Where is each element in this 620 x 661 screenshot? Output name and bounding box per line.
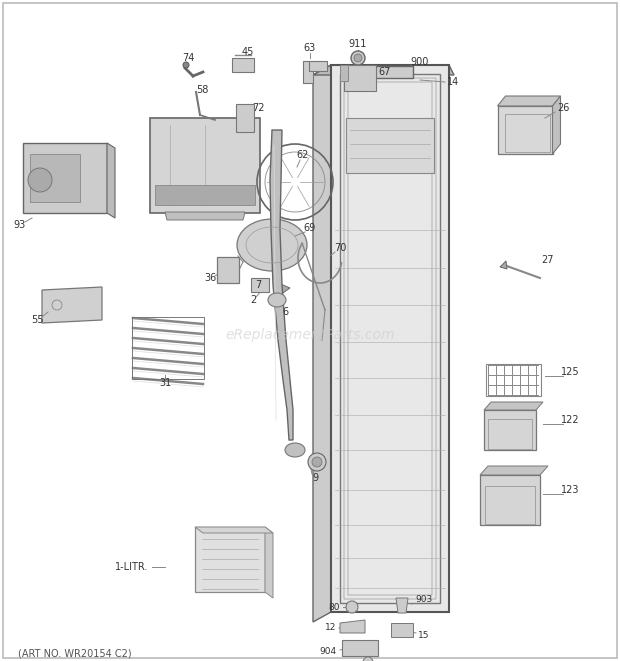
- Text: (ART NO. WR20154 C2): (ART NO. WR20154 C2): [18, 648, 131, 658]
- Text: 36: 36: [204, 273, 216, 283]
- Polygon shape: [195, 527, 273, 533]
- Circle shape: [346, 601, 358, 613]
- Polygon shape: [396, 598, 408, 613]
- Text: 12: 12: [325, 623, 336, 633]
- Polygon shape: [276, 282, 290, 295]
- Polygon shape: [270, 130, 293, 440]
- Bar: [391, 623, 413, 637]
- Text: 27: 27: [542, 255, 554, 265]
- Bar: [346, 118, 434, 173]
- Bar: [30, 154, 80, 202]
- Circle shape: [308, 453, 326, 471]
- Bar: [155, 185, 255, 205]
- Text: 900: 900: [411, 57, 429, 67]
- Bar: [485, 364, 541, 396]
- Text: 93: 93: [14, 220, 26, 230]
- Bar: [232, 58, 254, 72]
- Text: 58: 58: [196, 85, 208, 95]
- Text: 80: 80: [329, 602, 340, 611]
- Circle shape: [312, 457, 322, 467]
- Polygon shape: [265, 527, 273, 598]
- Circle shape: [351, 51, 365, 65]
- Text: 63: 63: [304, 43, 316, 53]
- Polygon shape: [484, 402, 543, 410]
- Bar: [150, 118, 260, 212]
- Bar: [344, 65, 376, 91]
- Bar: [368, 66, 412, 78]
- Text: 70: 70: [334, 243, 346, 253]
- Bar: [132, 317, 204, 379]
- Polygon shape: [552, 96, 560, 154]
- Text: 14: 14: [447, 77, 459, 87]
- Bar: [340, 65, 348, 81]
- Text: 45: 45: [242, 47, 254, 57]
- Bar: [217, 257, 239, 283]
- Text: 31: 31: [159, 378, 171, 388]
- Ellipse shape: [237, 219, 307, 271]
- Text: 67: 67: [379, 67, 391, 77]
- Bar: [195, 527, 265, 592]
- Circle shape: [28, 168, 52, 192]
- Text: 7: 7: [255, 280, 261, 290]
- Text: 911: 911: [349, 39, 367, 49]
- Bar: [331, 65, 449, 612]
- Bar: [340, 74, 440, 603]
- Ellipse shape: [268, 293, 286, 307]
- Circle shape: [354, 54, 362, 62]
- Text: 903: 903: [415, 596, 432, 605]
- Polygon shape: [313, 65, 331, 622]
- Circle shape: [183, 62, 189, 68]
- Polygon shape: [313, 65, 454, 75]
- Bar: [488, 419, 532, 449]
- Text: 55: 55: [31, 315, 43, 325]
- Bar: [505, 114, 549, 152]
- Bar: [309, 61, 327, 71]
- Text: 123: 123: [560, 485, 579, 495]
- Bar: [236, 104, 254, 132]
- Bar: [303, 61, 313, 83]
- FancyBboxPatch shape: [3, 3, 617, 658]
- Polygon shape: [500, 261, 507, 269]
- Ellipse shape: [285, 443, 305, 457]
- Bar: [485, 486, 535, 524]
- Polygon shape: [340, 620, 365, 633]
- Polygon shape: [107, 143, 115, 218]
- Bar: [251, 278, 269, 292]
- Polygon shape: [42, 287, 102, 323]
- Bar: [480, 475, 540, 525]
- Text: 9: 9: [312, 473, 318, 483]
- Bar: [342, 640, 378, 656]
- Text: 125: 125: [560, 367, 579, 377]
- Text: 904: 904: [320, 646, 337, 656]
- Text: 1-LITR.: 1-LITR.: [115, 562, 148, 572]
- Text: 62: 62: [297, 150, 309, 160]
- Bar: [484, 410, 536, 450]
- Polygon shape: [480, 466, 548, 475]
- Circle shape: [363, 657, 373, 661]
- Text: eReplacementParts.com: eReplacementParts.com: [225, 328, 395, 342]
- Text: 6: 6: [282, 307, 288, 317]
- Text: 15: 15: [418, 631, 430, 641]
- Text: 74: 74: [182, 53, 194, 63]
- Text: 26: 26: [557, 103, 569, 113]
- Polygon shape: [165, 212, 245, 220]
- Bar: [23, 143, 107, 213]
- Bar: [497, 106, 552, 154]
- Text: 2: 2: [250, 295, 256, 305]
- Text: 122: 122: [560, 415, 579, 425]
- Text: 72: 72: [252, 103, 264, 113]
- Text: 69: 69: [304, 223, 316, 233]
- Polygon shape: [497, 96, 560, 106]
